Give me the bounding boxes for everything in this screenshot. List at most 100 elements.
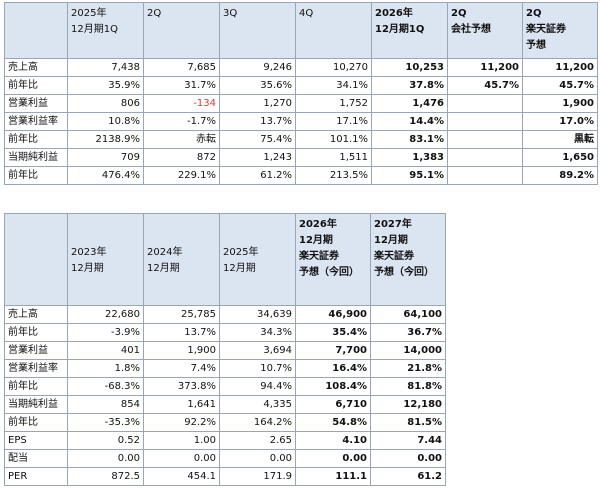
table-row: 前年比 2138.9% 赤転 75.4% 101.1% 83.1% 黒転 bbox=[4, 130, 598, 149]
cell: 108.4% bbox=[295, 377, 371, 396]
row-label: 前年比 bbox=[4, 76, 68, 95]
cell bbox=[447, 130, 523, 149]
cell: 7,700 bbox=[295, 341, 371, 360]
cell: 92.2% bbox=[143, 413, 220, 432]
cell: 81.5% bbox=[370, 413, 446, 432]
row-label: 前年比 bbox=[4, 377, 68, 396]
cell: 35.6% bbox=[219, 76, 296, 95]
row-label: 前年比 bbox=[4, 130, 68, 149]
cell: 0.00 bbox=[143, 449, 220, 468]
cell: 213.5% bbox=[295, 166, 372, 185]
cell: 13.7% bbox=[219, 112, 296, 131]
negative-cell: -134 bbox=[143, 94, 220, 113]
cell: 16.4% bbox=[295, 359, 371, 378]
cell: 95.1% bbox=[371, 166, 448, 185]
cell: 黒転 bbox=[522, 130, 598, 149]
cell: 36.7% bbox=[370, 323, 446, 342]
header-cell: 2026年 12月期1Q bbox=[371, 2, 448, 59]
header-cell: 2024年 12月期 bbox=[143, 213, 220, 306]
row-label: 当期純利益 bbox=[4, 395, 68, 414]
cell: 1,270 bbox=[219, 94, 296, 113]
row-label: 売上高 bbox=[4, 58, 68, 77]
header-cell: 2026年 12月期 楽天証券 予想（今回） bbox=[295, 213, 371, 306]
cell: 401 bbox=[67, 341, 144, 360]
cell: 31.7% bbox=[143, 76, 220, 95]
table-row: 営業利益 401 1,900 3,694 7,700 14,000 bbox=[4, 341, 446, 360]
cell: 1,650 bbox=[522, 148, 598, 167]
cell: 7.4% bbox=[143, 359, 220, 378]
cell: 75.4% bbox=[219, 130, 296, 149]
cell: 64,100 bbox=[370, 305, 446, 324]
cell: 1.00 bbox=[143, 431, 220, 450]
cell: 2138.9% bbox=[67, 130, 144, 149]
header-cell: 2023年 12月期 bbox=[67, 213, 144, 306]
row-label: 当期純利益 bbox=[4, 148, 68, 167]
table-row: 当期純利益 854 1,641 4,335 6,710 12,180 bbox=[4, 395, 446, 414]
cell: 7.44 bbox=[370, 431, 446, 450]
table-row: 営業利益 806 -134 1,270 1,752 1,476 1,900 bbox=[4, 94, 598, 113]
table-row: 営業利益率 1.8% 7.4% 10.7% 16.4% 21.8% bbox=[4, 359, 446, 378]
cell: 6,710 bbox=[295, 395, 371, 414]
row-label: 配当 bbox=[4, 449, 68, 468]
row-label: 前年比 bbox=[4, 166, 68, 185]
row-label: 前年比 bbox=[4, 413, 68, 432]
row-label: 営業利益 bbox=[4, 94, 68, 113]
cell: 81.8% bbox=[370, 377, 446, 396]
header-cell: 2Q 楽天証券 予想 bbox=[522, 2, 598, 59]
cell: 0.00 bbox=[295, 449, 371, 468]
annual-results-table: 2023年 12月期 2024年 12月期 2025年 12月期 2026年 1… bbox=[4, 213, 446, 486]
cell: 17.0% bbox=[522, 112, 598, 131]
cell: 854 bbox=[67, 395, 144, 414]
cell: 1,243 bbox=[219, 148, 296, 167]
header-cell: 2025年 12月期1Q bbox=[67, 2, 144, 59]
quarterly-header-row: 2025年 12月期1Q 2Q 3Q 4Q 2026年 12月期1Q 2Q 会社… bbox=[4, 2, 598, 59]
table-row: 前年比 -35.3% 92.2% 164.2% 54.8% 81.5% bbox=[4, 413, 446, 432]
cell: 806 bbox=[67, 94, 144, 113]
table-row: 前年比 -3.9% 13.7% 34.3% 35.4% 36.7% bbox=[4, 323, 446, 342]
cell: 1.8% bbox=[67, 359, 144, 378]
table-row: 配当 0.00 0.00 0.00 0.00 0.00 bbox=[4, 449, 446, 468]
table-row: 前年比 476.4% 229.1% 61.2% 213.5% 95.1% 89.… bbox=[4, 166, 598, 185]
cell: 1,641 bbox=[143, 395, 220, 414]
cell: 10.8% bbox=[67, 112, 144, 131]
table-row: 当期純利益 709 872 1,243 1,511 1,383 1,650 bbox=[4, 148, 598, 167]
cell: 34.1% bbox=[295, 76, 372, 95]
cell: 17.1% bbox=[295, 112, 372, 131]
cell: 0.00 bbox=[67, 449, 144, 468]
cell: 35.9% bbox=[67, 76, 144, 95]
cell: 3,694 bbox=[219, 341, 296, 360]
header-cell bbox=[4, 213, 68, 306]
row-label: 営業利益率 bbox=[4, 112, 68, 131]
cell: 22,680 bbox=[67, 305, 144, 324]
annual-header-row: 2023年 12月期 2024年 12月期 2025年 12月期 2026年 1… bbox=[4, 213, 446, 306]
cell: 0.00 bbox=[219, 449, 296, 468]
quarterly-results-table: 2025年 12月期1Q 2Q 3Q 4Q 2026年 12月期1Q 2Q 会社… bbox=[4, 2, 598, 185]
cell: -3.9% bbox=[67, 323, 144, 342]
cell: 37.8% bbox=[371, 76, 448, 95]
table-row: 前年比 35.9% 31.7% 35.6% 34.1% 37.8% 45.7% … bbox=[4, 76, 598, 95]
cell: 7,685 bbox=[143, 58, 220, 77]
cell: 10,253 bbox=[371, 58, 448, 77]
cell: 0.00 bbox=[370, 449, 446, 468]
cell: 164.2% bbox=[219, 413, 296, 432]
table-row: 前年比 -68.3% 373.8% 94.4% 108.4% 81.8% bbox=[4, 377, 446, 396]
cell: 1,511 bbox=[295, 148, 372, 167]
cell: 34,639 bbox=[219, 305, 296, 324]
cell: 454.1 bbox=[143, 467, 220, 486]
cell: 10.7% bbox=[219, 359, 296, 378]
cell: 45.7% bbox=[447, 76, 523, 95]
header-cell bbox=[4, 2, 68, 59]
cell: 1,752 bbox=[295, 94, 372, 113]
header-cell: 2027年 12月期 楽天証券 予想（今回） bbox=[370, 213, 446, 306]
cell: 83.1% bbox=[371, 130, 448, 149]
cell: 872 bbox=[143, 148, 220, 167]
cell: 476.4% bbox=[67, 166, 144, 185]
cell: 54.8% bbox=[295, 413, 371, 432]
cell: 1,476 bbox=[371, 94, 448, 113]
row-label: 営業利益 bbox=[4, 341, 68, 360]
cell: 25,785 bbox=[143, 305, 220, 324]
row-label: 営業利益率 bbox=[4, 359, 68, 378]
cell: 11,200 bbox=[522, 58, 598, 77]
cell: 4,335 bbox=[219, 395, 296, 414]
cell: 101.1% bbox=[295, 130, 372, 149]
